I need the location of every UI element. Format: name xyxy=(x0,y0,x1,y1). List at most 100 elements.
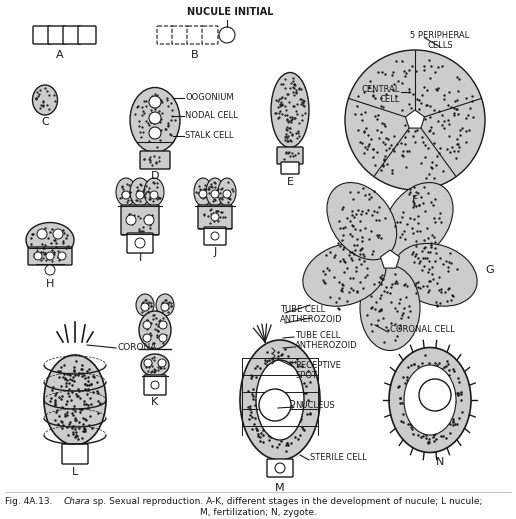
Text: CORONA: CORONA xyxy=(117,344,156,352)
FancyBboxPatch shape xyxy=(127,233,153,253)
Ellipse shape xyxy=(116,178,136,206)
FancyBboxPatch shape xyxy=(202,26,218,44)
Ellipse shape xyxy=(383,183,453,260)
Circle shape xyxy=(150,191,158,199)
Ellipse shape xyxy=(240,340,320,460)
FancyBboxPatch shape xyxy=(277,147,303,164)
Ellipse shape xyxy=(360,266,420,350)
Text: CELLS: CELLS xyxy=(427,40,453,49)
Ellipse shape xyxy=(156,294,174,316)
Ellipse shape xyxy=(404,365,456,435)
Text: L: L xyxy=(72,467,78,477)
Circle shape xyxy=(419,379,451,411)
Circle shape xyxy=(143,321,151,329)
FancyBboxPatch shape xyxy=(267,459,293,477)
Circle shape xyxy=(199,190,207,198)
FancyBboxPatch shape xyxy=(62,444,88,464)
Text: Chara: Chara xyxy=(64,497,91,506)
Text: M: M xyxy=(275,483,285,493)
Ellipse shape xyxy=(141,354,169,376)
Text: NODAL CELL: NODAL CELL xyxy=(185,112,238,120)
Circle shape xyxy=(143,334,151,342)
Ellipse shape xyxy=(130,88,180,153)
Text: TUBE CELL: TUBE CELL xyxy=(280,306,325,315)
Text: STALK CELL: STALK CELL xyxy=(185,131,234,141)
Text: NUCULE INITIAL: NUCULE INITIAL xyxy=(187,7,273,17)
Ellipse shape xyxy=(206,178,224,206)
Ellipse shape xyxy=(33,85,57,115)
FancyBboxPatch shape xyxy=(198,205,232,229)
Text: OOGONIUM: OOGONIUM xyxy=(185,93,234,102)
Circle shape xyxy=(149,96,161,108)
Circle shape xyxy=(345,50,485,190)
Ellipse shape xyxy=(44,355,106,445)
Circle shape xyxy=(223,190,231,198)
FancyBboxPatch shape xyxy=(33,26,51,44)
Circle shape xyxy=(275,463,285,473)
Text: CENTRAL: CENTRAL xyxy=(362,86,400,94)
Circle shape xyxy=(136,191,144,199)
Text: CELL: CELL xyxy=(380,95,400,104)
Text: NUCLEUS: NUCLEUS xyxy=(295,401,334,409)
Ellipse shape xyxy=(303,243,386,306)
Ellipse shape xyxy=(271,73,309,147)
Circle shape xyxy=(144,215,154,225)
Text: CORONAL CELL: CORONAL CELL xyxy=(390,325,455,335)
Text: ♀: ♀ xyxy=(288,400,296,410)
Text: sp. Sexual reproduction. A-K, different stages in the development of nucule; L n: sp. Sexual reproduction. A-K, different … xyxy=(93,497,482,506)
FancyBboxPatch shape xyxy=(157,26,173,44)
Polygon shape xyxy=(406,110,425,128)
Circle shape xyxy=(219,27,235,43)
Text: H: H xyxy=(46,279,54,289)
Circle shape xyxy=(141,303,149,311)
Text: D: D xyxy=(151,171,159,181)
Ellipse shape xyxy=(389,348,471,453)
Ellipse shape xyxy=(136,294,154,316)
FancyBboxPatch shape xyxy=(140,151,170,169)
Circle shape xyxy=(34,252,42,260)
FancyBboxPatch shape xyxy=(187,26,203,44)
Circle shape xyxy=(53,229,63,239)
Circle shape xyxy=(144,359,152,367)
FancyBboxPatch shape xyxy=(28,247,72,265)
Circle shape xyxy=(211,190,219,198)
Circle shape xyxy=(37,229,47,239)
Circle shape xyxy=(45,265,55,275)
Text: B: B xyxy=(191,50,199,60)
Circle shape xyxy=(161,303,169,311)
FancyBboxPatch shape xyxy=(63,26,81,44)
FancyBboxPatch shape xyxy=(172,26,188,44)
Ellipse shape xyxy=(218,178,236,206)
Circle shape xyxy=(158,359,166,367)
Ellipse shape xyxy=(144,178,164,206)
Circle shape xyxy=(211,213,219,221)
Text: STERILE CELL: STERILE CELL xyxy=(310,454,367,462)
Circle shape xyxy=(211,232,219,240)
Text: F: F xyxy=(412,195,418,205)
FancyBboxPatch shape xyxy=(48,26,66,44)
Text: 5 PERIPHERAL: 5 PERIPHERAL xyxy=(410,31,470,39)
Text: G: G xyxy=(486,265,494,275)
Ellipse shape xyxy=(130,178,150,206)
Circle shape xyxy=(126,215,136,225)
Text: E: E xyxy=(286,177,294,187)
FancyBboxPatch shape xyxy=(204,227,226,245)
Text: A: A xyxy=(56,50,64,60)
Circle shape xyxy=(149,127,161,139)
Ellipse shape xyxy=(256,360,304,440)
Text: M, fertilization; N, zygote.: M, fertilization; N, zygote. xyxy=(200,508,316,517)
Circle shape xyxy=(122,191,130,199)
Text: Fig. 4A.13.: Fig. 4A.13. xyxy=(5,497,55,506)
Text: K: K xyxy=(151,397,158,407)
Circle shape xyxy=(46,252,54,260)
Text: RECEPTIVE: RECEPTIVE xyxy=(295,361,341,370)
FancyBboxPatch shape xyxy=(281,162,299,174)
Circle shape xyxy=(159,334,167,342)
Circle shape xyxy=(151,381,159,389)
Ellipse shape xyxy=(194,178,212,206)
FancyBboxPatch shape xyxy=(144,375,166,395)
Text: SPOT: SPOT xyxy=(295,371,317,379)
Circle shape xyxy=(135,238,145,248)
Text: ANTHEROZOID: ANTHEROZOID xyxy=(280,316,343,324)
Text: I: I xyxy=(138,253,141,263)
